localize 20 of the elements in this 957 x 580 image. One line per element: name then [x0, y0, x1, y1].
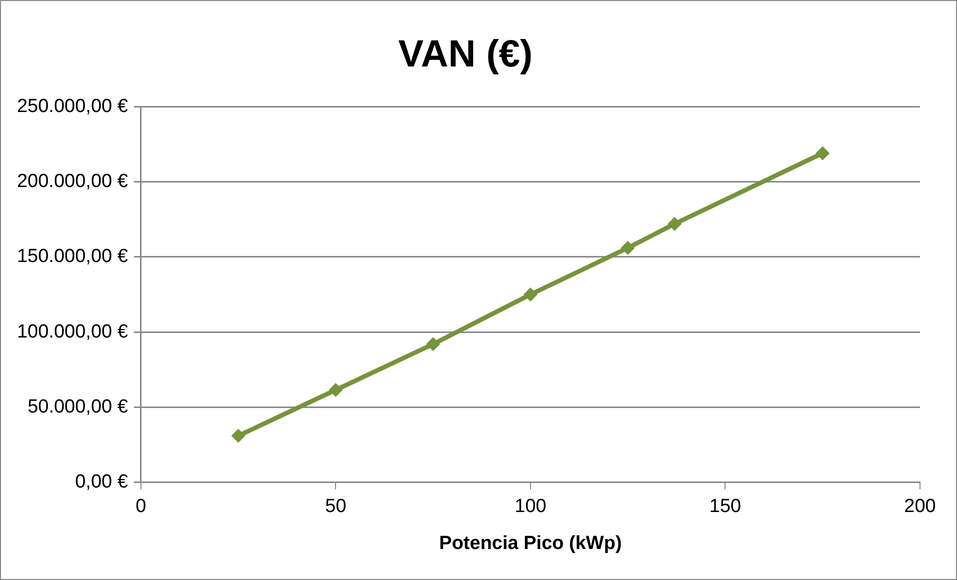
point	[426, 337, 440, 352]
point	[668, 216, 682, 231]
x-axis-title: Potencia Pico (kWp)	[439, 532, 622, 554]
x-tick-label: 50	[325, 496, 346, 518]
y-tick-label: 0,00 €	[75, 472, 128, 493]
y-tick-label: 150.000,00 €	[16, 246, 128, 268]
x-tick-label: 100	[514, 496, 546, 518]
y-tick-label: 200.000,00 €	[16, 170, 128, 192]
x-tick-label: 0	[136, 496, 146, 518]
point	[816, 146, 830, 160]
y-tick-label: 250.000,00 €	[16, 96, 128, 117]
x-tick-label: 200	[904, 496, 936, 518]
chart-title: VAN (€)	[398, 33, 533, 76]
x-tick-label: 150	[709, 496, 742, 518]
y-tick-label: 100.000,00 €	[16, 321, 128, 342]
point	[328, 382, 343, 397]
y-tick-label: 50.000,00 €	[28, 396, 128, 418]
point	[523, 288, 538, 302]
point	[231, 428, 246, 443]
point	[620, 240, 635, 255]
